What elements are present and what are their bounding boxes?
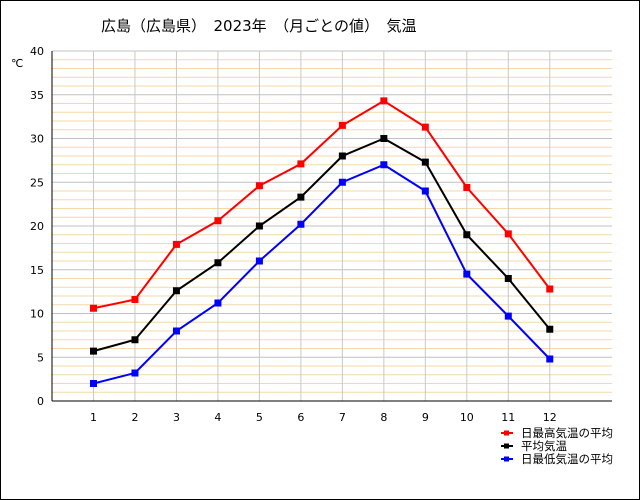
data-point-marker (131, 336, 139, 344)
data-point-marker (380, 97, 388, 105)
legend-label: 日最低気温の平均 (521, 452, 613, 466)
x-tick-label: 5 (256, 411, 263, 424)
data-point-marker (546, 285, 554, 293)
data-point-marker (131, 369, 139, 377)
x-tick-label: 9 (422, 411, 429, 424)
data-point-marker (255, 182, 263, 190)
x-tick-label: 8 (380, 411, 387, 424)
data-point-marker (255, 222, 263, 230)
y-tick-labels: 0 5 10 15 20 25 30 35 40 (30, 45, 44, 408)
y-tick-label: 15 (30, 264, 44, 277)
y-tick-label: 10 (30, 308, 44, 321)
series-line (93, 99, 551, 310)
y-tick-label: 30 (30, 133, 44, 146)
grid (52, 50, 612, 401)
series-line (93, 137, 551, 353)
legend-marker (504, 456, 509, 462)
data-point-marker (463, 231, 471, 239)
y-tick-label: 35 (30, 89, 44, 102)
data-point-marker (463, 184, 471, 191)
data-point-marker (172, 287, 180, 295)
data-point-marker (172, 240, 180, 248)
legend-marker (504, 430, 509, 436)
y-tick-label: 5 (37, 351, 44, 364)
x-tick-label: 6 (297, 411, 304, 424)
chart-title: 広島（広島県） 2023年 （月ごとの値） 気温 (101, 17, 417, 35)
x-tick-labels: 1 2 3 4 5 6 7 8 9 10 11 12 (90, 411, 557, 424)
data-point-marker (421, 187, 429, 195)
legend-label: 日最高気温の平均 (521, 426, 613, 440)
data-point-marker (89, 380, 97, 387)
data-point-marker (504, 275, 512, 282)
series-line (93, 163, 551, 385)
data-point-marker (380, 135, 388, 142)
x-tick-label: 1 (90, 411, 97, 424)
x-tick-label: 7 (339, 411, 346, 424)
legend-marker (504, 443, 509, 449)
data-point-marker (297, 160, 305, 168)
data-point-marker (131, 296, 139, 303)
data-point-marker (546, 355, 554, 363)
data-point-marker (89, 304, 97, 312)
data-point-marker (504, 230, 512, 238)
y-tick-label: 0 (37, 395, 44, 408)
data-point-marker (338, 121, 346, 129)
data-point-marker (380, 161, 388, 169)
axes (51, 51, 612, 402)
data-point-marker (172, 327, 180, 335)
x-tick-label: 12 (543, 411, 557, 424)
x-tick-label: 4 (214, 411, 221, 424)
x-tick-label: 10 (460, 411, 474, 424)
y-tick-label: 20 (30, 220, 44, 233)
data-point-marker (214, 259, 222, 267)
x-tick-label: 3 (173, 411, 180, 424)
data-point-marker (297, 220, 305, 228)
series-group (89, 97, 554, 387)
data-point-marker (504, 312, 512, 320)
data-point-marker (214, 299, 222, 307)
data-point-marker (463, 270, 471, 278)
data-point-marker (421, 123, 429, 131)
data-point-marker (546, 325, 554, 333)
data-point-marker (338, 152, 346, 160)
data-point-marker (214, 217, 222, 225)
data-point-marker (421, 158, 429, 166)
x-tick-label: 11 (501, 411, 515, 424)
data-point-marker (338, 178, 346, 186)
y-axis-label: ℃ (11, 57, 23, 70)
legend-label: 平均気温 (521, 439, 567, 453)
data-point-marker (89, 347, 97, 355)
y-tick-label: 25 (30, 176, 44, 189)
x-tick-label: 2 (131, 411, 138, 424)
data-point-marker (255, 257, 263, 265)
y-tick-label: 40 (30, 45, 44, 58)
data-point-marker (297, 193, 305, 201)
